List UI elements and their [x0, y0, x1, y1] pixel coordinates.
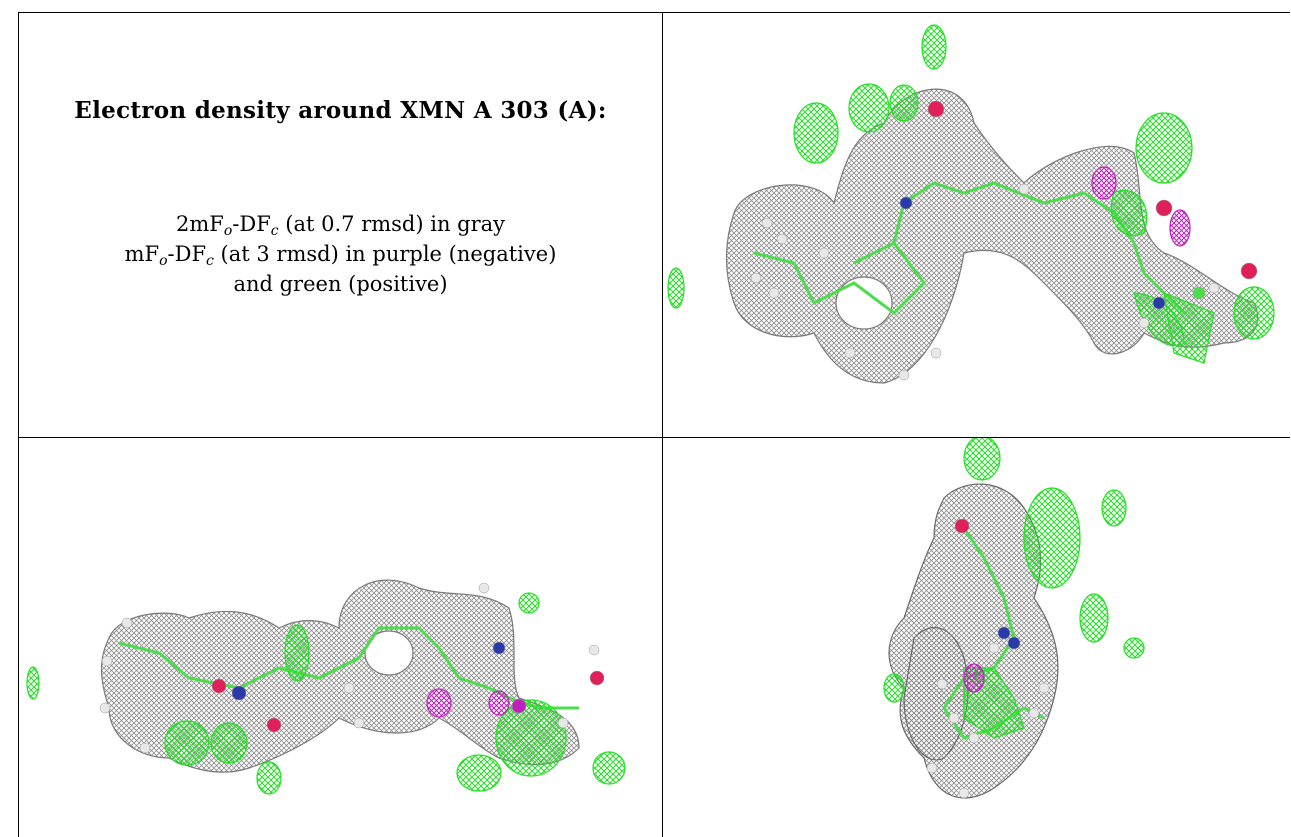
purple-negative-mesh	[963, 663, 985, 693]
molecule-density-icon	[667, 24, 1275, 384]
green-positive-mesh	[667, 24, 1275, 364]
ligand-bonds	[753, 181, 1186, 315]
purple-negative-mesh	[1091, 166, 1191, 247]
figure-title: Electron density around XMN A 303 (A):	[74, 97, 607, 124]
molecule-density-icon	[883, 438, 1145, 799]
figure-table: Electron density around XMN A 303 (A): 2…	[18, 12, 1290, 837]
table-row-divider	[18, 437, 1290, 438]
legend-line-fo-fc: mFo-DFc (at 3 rmsd) in purple (negative)	[124, 242, 557, 269]
density-view-2	[19, 438, 662, 837]
atoms	[926, 518, 1050, 799]
caption-cell: Electron density around XMN A 303 (A): 2…	[19, 13, 662, 437]
legend-line-3: and green (positive)	[233, 272, 448, 296]
legend-line-2fo-fc: 2mFo-DFc (at 0.7 rmsd) in gray	[175, 212, 506, 239]
density-view-3	[664, 438, 1290, 837]
table-border-top	[18, 12, 1290, 13]
gray-density-mesh	[100, 579, 580, 773]
table-column-divider	[662, 12, 663, 837]
atoms	[750, 100, 1258, 381]
atoms	[99, 582, 605, 754]
table-border-left	[18, 12, 19, 837]
molecule-density-icon	[26, 579, 626, 795]
density-legend: 2mFo-DFc (at 0.7 rmsd) in gray mFo-DFc (…	[19, 209, 662, 299]
green-positive-mesh	[883, 438, 1145, 739]
purple-negative-mesh	[426, 688, 510, 718]
density-view-1	[664, 13, 1290, 437]
green-positive-mesh	[26, 592, 626, 795]
gray-density-mesh	[725, 88, 1259, 384]
